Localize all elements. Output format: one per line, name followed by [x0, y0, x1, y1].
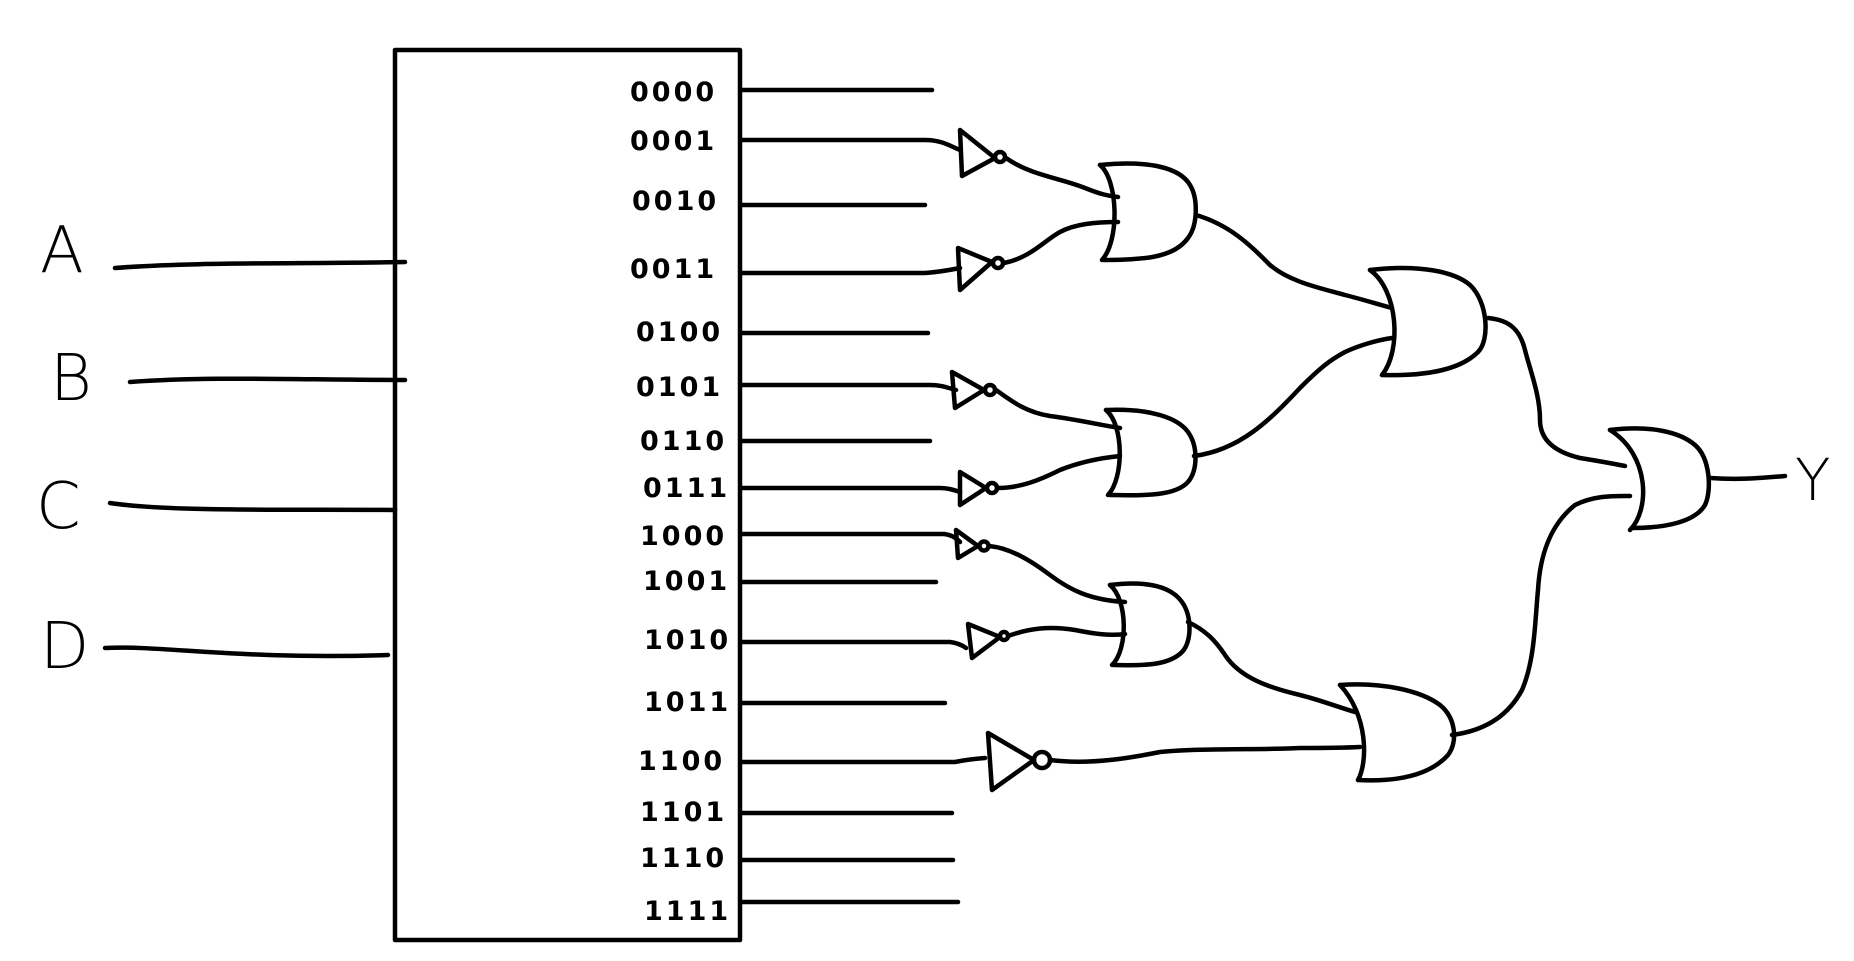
output-wire-1000: [739, 531, 963, 545]
output-code-1000: 1000: [640, 521, 727, 552]
output-code-1001: 1001: [643, 566, 730, 597]
output-code-1100: 1100: [638, 746, 725, 777]
or-gate-6: [1607, 426, 1712, 533]
output-code-1111: 1111: [644, 896, 731, 927]
output-wire-1010: [739, 639, 969, 651]
input-wire-a: [112, 259, 408, 271]
input-wire-c: [107, 500, 398, 513]
output-wire-0001: [739, 137, 963, 153]
wire-or4-or6: [1449, 493, 1633, 738]
not-gate-0111: [957, 469, 1000, 508]
input-wire-b: [127, 376, 408, 385]
output-code-0001: 0001: [630, 126, 717, 157]
not-gate-0101: [949, 369, 998, 411]
output-wire-y: [1707, 473, 1788, 482]
or-gate-4: [1337, 682, 1457, 783]
not-gate-1100: [985, 730, 1053, 793]
output-code-0100: 0100: [636, 317, 723, 348]
wire-or1-or5: [1193, 212, 1395, 311]
output-code-0101: 0101: [636, 372, 723, 403]
decoder-block: [392, 47, 743, 943]
output-code-1010: 1010: [644, 625, 731, 656]
or-gate-3: [1107, 581, 1192, 668]
input-label-d: D: [40, 610, 89, 684]
or-gate-1: [1097, 161, 1198, 263]
input-label-c: C: [36, 470, 81, 544]
output-code-0010: 0010: [632, 186, 719, 217]
not-gate-0011: [955, 245, 1006, 293]
output-code-1101: 1101: [640, 797, 727, 828]
output-code-1011: 1011: [644, 687, 731, 718]
wire-or5-or6: [1485, 315, 1628, 469]
wire-not0101-or2: [993, 387, 1123, 431]
input-label-b: B: [50, 342, 92, 416]
output-code-0111: 0111: [643, 473, 730, 504]
output-wire-0101: [739, 382, 959, 393]
wire-not0001-or1: [1003, 155, 1121, 200]
not-gate-1010: [965, 621, 1011, 661]
input-wire-d: [102, 645, 391, 659]
or-gate-5: [1367, 265, 1488, 378]
final-or-body: [1607, 426, 1712, 531]
not-gate-0001: [957, 127, 1008, 179]
output-code-0011: 0011: [630, 254, 717, 285]
output-code-1110: 1110: [640, 843, 727, 874]
output-wire-0011: [739, 265, 963, 276]
wire-not1000-or3: [986, 543, 1128, 605]
output-wire-1100: [739, 755, 988, 765]
output-code-0110: 0110: [640, 426, 727, 457]
input-label-a: A: [40, 214, 84, 288]
wire-or2-or5: [1191, 335, 1395, 459]
output-wire-0111: [739, 485, 963, 495]
output-label-y: Y: [1795, 446, 1830, 514]
wire-not1100-or4: [1047, 744, 1363, 764]
or-gate-2: [1103, 407, 1198, 498]
output-code-0000: 0000: [630, 77, 717, 108]
wire-or3-or4: [1185, 619, 1358, 715]
wire-not0111-or2: [995, 453, 1123, 491]
wire-not1010-or3: [1005, 625, 1128, 639]
wire-not0011-or1: [1001, 219, 1121, 266]
